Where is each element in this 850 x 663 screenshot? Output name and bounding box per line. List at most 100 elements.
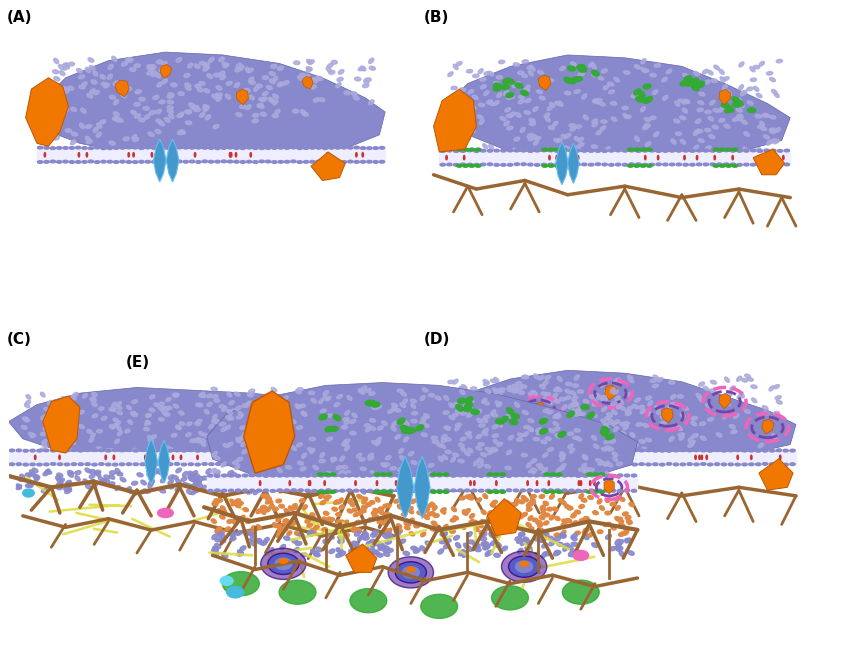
Ellipse shape	[688, 79, 696, 84]
Ellipse shape	[492, 489, 498, 492]
Ellipse shape	[577, 65, 585, 70]
Ellipse shape	[349, 550, 354, 556]
Ellipse shape	[708, 418, 714, 421]
Ellipse shape	[128, 488, 133, 493]
Ellipse shape	[221, 427, 226, 432]
Ellipse shape	[588, 468, 594, 471]
Ellipse shape	[518, 500, 524, 504]
Ellipse shape	[236, 486, 242, 490]
Ellipse shape	[215, 544, 221, 548]
Ellipse shape	[330, 473, 336, 476]
Ellipse shape	[473, 520, 479, 524]
Ellipse shape	[144, 421, 150, 426]
Ellipse shape	[275, 450, 280, 455]
Ellipse shape	[167, 105, 173, 109]
Ellipse shape	[260, 505, 266, 509]
Ellipse shape	[79, 424, 84, 429]
Ellipse shape	[476, 409, 482, 414]
Ellipse shape	[718, 150, 723, 154]
Ellipse shape	[613, 379, 618, 384]
Ellipse shape	[235, 499, 241, 503]
Ellipse shape	[42, 489, 48, 493]
Ellipse shape	[332, 457, 336, 462]
Ellipse shape	[212, 420, 218, 424]
Ellipse shape	[556, 388, 562, 392]
Ellipse shape	[41, 448, 46, 452]
Ellipse shape	[460, 163, 466, 166]
Ellipse shape	[566, 505, 571, 510]
Ellipse shape	[66, 487, 71, 491]
Ellipse shape	[328, 449, 332, 453]
Ellipse shape	[147, 450, 152, 452]
Ellipse shape	[189, 471, 194, 476]
Ellipse shape	[85, 449, 90, 452]
Ellipse shape	[288, 479, 295, 483]
Ellipse shape	[176, 426, 181, 430]
Ellipse shape	[376, 405, 382, 408]
Ellipse shape	[335, 484, 341, 489]
Ellipse shape	[461, 525, 466, 529]
Ellipse shape	[454, 463, 459, 465]
Ellipse shape	[373, 551, 380, 555]
Ellipse shape	[456, 164, 462, 167]
Ellipse shape	[168, 475, 174, 479]
Ellipse shape	[666, 69, 672, 74]
Ellipse shape	[237, 487, 243, 491]
Ellipse shape	[636, 452, 642, 455]
Ellipse shape	[336, 512, 342, 516]
Ellipse shape	[344, 439, 350, 443]
Ellipse shape	[573, 447, 578, 452]
Ellipse shape	[653, 375, 659, 380]
Ellipse shape	[76, 160, 81, 163]
Ellipse shape	[139, 160, 145, 163]
Ellipse shape	[698, 139, 704, 143]
Ellipse shape	[89, 479, 94, 484]
Ellipse shape	[56, 147, 62, 149]
Ellipse shape	[423, 489, 428, 492]
Ellipse shape	[304, 74, 309, 79]
Ellipse shape	[457, 412, 463, 417]
Ellipse shape	[689, 150, 695, 152]
Ellipse shape	[483, 144, 488, 149]
Ellipse shape	[216, 450, 221, 452]
Ellipse shape	[422, 514, 428, 518]
Ellipse shape	[589, 62, 594, 67]
Ellipse shape	[176, 58, 182, 62]
Ellipse shape	[402, 428, 411, 434]
Ellipse shape	[164, 160, 169, 163]
Ellipse shape	[559, 397, 565, 401]
Ellipse shape	[309, 147, 315, 149]
Ellipse shape	[687, 463, 692, 465]
Ellipse shape	[290, 418, 296, 422]
Ellipse shape	[625, 474, 630, 477]
Ellipse shape	[644, 123, 650, 127]
Ellipse shape	[437, 489, 442, 493]
Ellipse shape	[185, 121, 192, 125]
Ellipse shape	[310, 410, 314, 415]
Ellipse shape	[587, 496, 593, 499]
Ellipse shape	[209, 57, 214, 62]
Ellipse shape	[290, 487, 297, 491]
Ellipse shape	[343, 478, 348, 483]
Ellipse shape	[643, 149, 649, 154]
Ellipse shape	[524, 111, 530, 115]
Ellipse shape	[605, 511, 610, 515]
Ellipse shape	[747, 87, 753, 91]
Ellipse shape	[161, 450, 166, 452]
Ellipse shape	[223, 449, 228, 452]
Ellipse shape	[214, 471, 220, 475]
Ellipse shape	[484, 527, 489, 531]
Ellipse shape	[694, 145, 699, 151]
Ellipse shape	[215, 93, 220, 98]
Ellipse shape	[491, 448, 497, 451]
Ellipse shape	[486, 100, 492, 104]
Ellipse shape	[481, 510, 486, 514]
Ellipse shape	[430, 526, 435, 531]
Ellipse shape	[719, 164, 725, 167]
Ellipse shape	[473, 95, 479, 99]
Ellipse shape	[571, 542, 578, 546]
Ellipse shape	[158, 160, 163, 163]
Ellipse shape	[68, 473, 73, 477]
Ellipse shape	[300, 467, 306, 471]
Ellipse shape	[502, 85, 510, 90]
